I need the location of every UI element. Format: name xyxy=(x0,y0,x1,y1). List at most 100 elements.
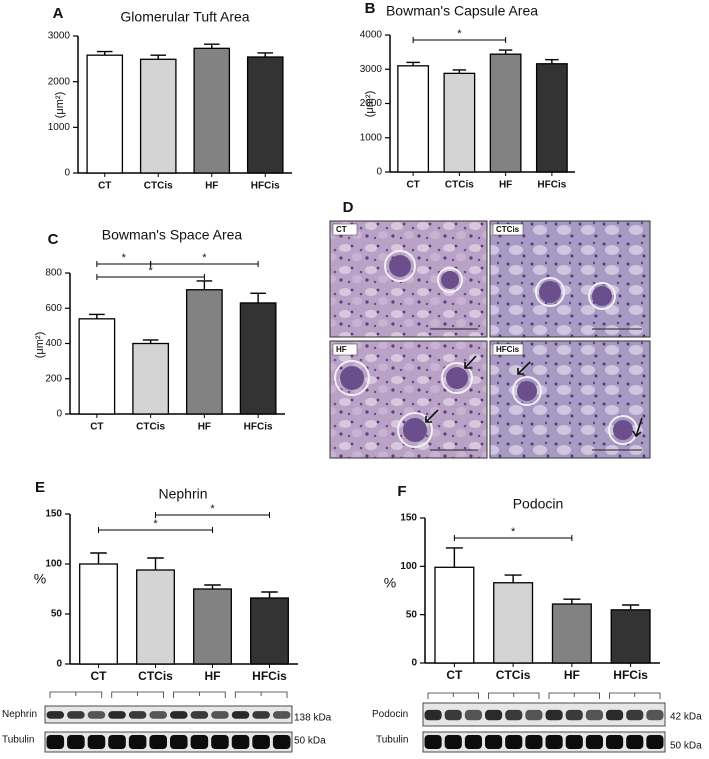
y-axis-label: (μm²) xyxy=(364,91,376,118)
blot-size: 138 kDa xyxy=(294,713,332,724)
micrograph xyxy=(329,340,488,459)
y-tick-label: 200 xyxy=(45,373,62,384)
y-tick-label: 100 xyxy=(45,559,62,570)
blot-band xyxy=(444,709,462,721)
micrograph xyxy=(489,340,651,459)
x-tick-label: HF xyxy=(205,669,221,683)
x-tick-label: CT xyxy=(90,422,103,433)
bar xyxy=(185,289,223,415)
blot-band xyxy=(626,735,644,749)
blot-label: Podocin xyxy=(372,709,408,720)
y-tick-label: 400 xyxy=(45,338,62,349)
bar xyxy=(434,566,475,664)
y-tick-label: 0 xyxy=(64,168,70,179)
blot-band xyxy=(108,711,126,719)
x-tick-label: CT xyxy=(406,180,419,191)
y-tick-label: 0 xyxy=(56,409,62,420)
blot-band xyxy=(646,709,664,721)
blot-band xyxy=(646,735,664,749)
significance-label: * xyxy=(153,518,158,530)
blot-band xyxy=(231,735,250,749)
label-box xyxy=(332,343,358,356)
y-tick-label: 600 xyxy=(45,303,62,314)
x-tick-label: CTCis xyxy=(496,668,531,682)
y-tick-label: 1000 xyxy=(360,132,383,143)
blot-band xyxy=(585,735,603,749)
bar xyxy=(86,54,124,174)
x-tick-label: CT xyxy=(91,669,108,683)
y-tick-label: 0 xyxy=(56,659,62,670)
x-tick-label: CT xyxy=(446,668,463,682)
panel-letter: D xyxy=(343,199,354,216)
blot-label: Tubulin xyxy=(376,735,408,746)
micrograph-label: HFCis xyxy=(496,345,520,354)
blot-band xyxy=(128,735,147,749)
blot-band xyxy=(211,711,229,719)
blot-size: 50 kDa xyxy=(670,741,702,752)
x-tick-label: CTCis xyxy=(136,422,165,433)
panel-letter: C xyxy=(48,231,59,248)
panel-letter: E xyxy=(35,479,45,496)
significance-label: * xyxy=(148,265,153,277)
blot-band xyxy=(565,709,583,721)
bar xyxy=(551,603,592,664)
chart-title: Bowman's Space Area xyxy=(102,227,243,243)
significance-label: * xyxy=(457,28,462,40)
blot-band xyxy=(424,735,442,749)
blot-band xyxy=(231,711,250,719)
blot-band xyxy=(108,735,126,749)
blot-band xyxy=(67,735,85,749)
significance-label: * xyxy=(511,526,516,538)
x-tick-label: HFCis xyxy=(537,180,566,191)
scale-bars xyxy=(430,328,642,451)
blot-band xyxy=(424,709,442,721)
bar xyxy=(136,569,175,665)
bar xyxy=(193,588,232,665)
micrograph-label: CT xyxy=(336,225,347,234)
y-tick-label: 4000 xyxy=(360,30,383,41)
y-tick-label: 2000 xyxy=(48,76,71,87)
y-tick-label: 3000 xyxy=(48,31,71,42)
bar xyxy=(610,609,651,664)
bar xyxy=(132,342,170,415)
blot-band xyxy=(485,735,503,749)
blot-band xyxy=(190,735,209,749)
y-axis-label: (μm²) xyxy=(34,332,46,359)
x-tick-label: HF xyxy=(499,180,512,191)
y-tick-label: 3000 xyxy=(360,64,383,75)
y-tick-label: 0 xyxy=(411,658,417,669)
blot-band xyxy=(464,709,482,721)
blot-size: 42 kDa xyxy=(670,712,702,723)
label-box xyxy=(492,223,524,236)
blot-band xyxy=(46,735,65,749)
x-tick-label: HF xyxy=(198,422,211,433)
blot-band xyxy=(67,711,85,719)
panel-letter: B xyxy=(365,0,376,17)
bar xyxy=(239,302,277,415)
bar xyxy=(535,63,568,173)
bar xyxy=(489,53,522,173)
bar xyxy=(397,65,430,173)
blot-band xyxy=(46,711,65,719)
blot-band xyxy=(252,711,270,719)
blot-band xyxy=(485,709,503,721)
blot-band xyxy=(545,735,563,749)
chart-title: Podocin xyxy=(513,496,564,512)
panel-letter: A xyxy=(53,5,64,22)
blot-band xyxy=(170,735,188,749)
label-box xyxy=(332,223,358,236)
blot-band xyxy=(149,735,167,749)
chart-title: Bowman's Capsule Area xyxy=(386,3,538,19)
blot-label: Nephrin xyxy=(2,709,37,720)
x-tick-label: HF xyxy=(205,181,218,192)
x-tick-label: HFCis xyxy=(613,668,648,682)
blot-band xyxy=(87,735,106,749)
blot-size: 50 kDa xyxy=(294,736,326,747)
micrograph-label: CTCis xyxy=(496,225,520,234)
arrows xyxy=(425,355,643,438)
chart-title: Nephrin xyxy=(158,486,207,502)
blot-band xyxy=(170,711,188,719)
blot-band xyxy=(211,735,229,749)
bar xyxy=(139,58,177,174)
blot-band xyxy=(626,709,644,721)
